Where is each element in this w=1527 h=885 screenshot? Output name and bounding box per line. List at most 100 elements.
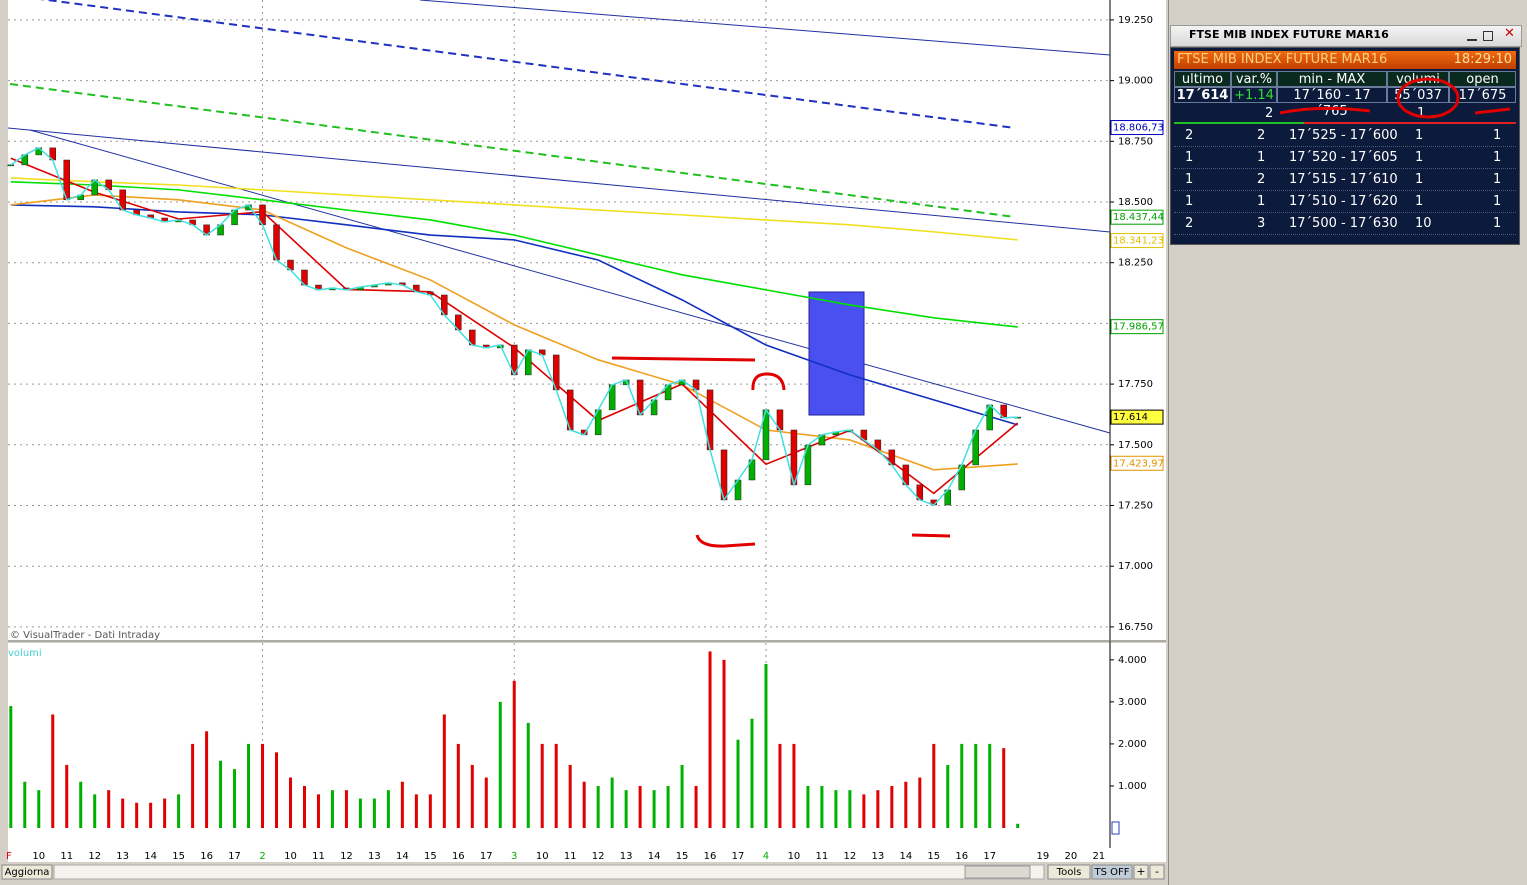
volume-bar	[596, 785, 600, 828]
x-tick-label: 13	[368, 851, 381, 862]
zoom-in-button[interactable]	[1133, 864, 1149, 880]
minimize-button[interactable]	[1467, 29, 1477, 41]
x-tick-label: 13	[871, 851, 884, 862]
volume-bar	[708, 651, 712, 828]
price-label: 17.986,57	[1113, 322, 1164, 333]
volume-bar	[876, 790, 880, 828]
volume-bar	[23, 781, 27, 828]
ts-button[interactable]	[1091, 864, 1133, 880]
volume-bar	[890, 785, 894, 828]
volume-bar	[540, 743, 544, 828]
x-tick-label: 17	[732, 851, 745, 862]
volume-bar	[330, 790, 334, 828]
price-label: 18.341,23	[1113, 236, 1164, 247]
volume-bar	[792, 743, 796, 828]
quote-value: 17´614	[1174, 87, 1231, 103]
x-tick-label: 11	[60, 851, 73, 862]
volume-bar	[470, 764, 474, 828]
volume-bar	[694, 785, 698, 828]
moving-average	[10, 181, 1018, 328]
volume-bar	[1002, 748, 1006, 828]
trend-line	[419, 0, 1111, 56]
quote-column: min - MAX	[1277, 71, 1387, 87]
quote-value: 17´675	[1449, 87, 1516, 103]
book-cell: 1	[1493, 172, 1502, 187]
book-cell: 1	[1185, 150, 1194, 165]
volume-bar	[191, 743, 195, 828]
trend-line	[29, 129, 1111, 434]
volume-bar	[988, 743, 992, 828]
x-tick-label: 10	[536, 851, 549, 862]
volume-bar	[93, 794, 97, 828]
x-tick-label: 12	[844, 851, 857, 862]
volume-bar	[1016, 823, 1020, 828]
volume-bar	[79, 781, 83, 828]
quote-value: +1.14	[1231, 87, 1277, 103]
quote-header: FTSE MIB INDEX FUTURE MAR16 18:29:10	[1174, 51, 1516, 69]
x-tick-label: 15	[676, 851, 689, 862]
zoom-in-label: +	[1136, 865, 1145, 878]
zoom-out-button[interactable]	[1149, 864, 1165, 880]
quote-value: 55´037	[1387, 87, 1449, 103]
x-tick-label: 11	[564, 851, 577, 862]
volume-bar	[722, 659, 726, 828]
volume-bar	[107, 790, 111, 828]
volume-bar	[526, 722, 530, 828]
volume-bar	[806, 785, 810, 828]
annotation	[911, 533, 951, 538]
book-cell: 1	[1493, 194, 1502, 209]
x-tick-label: 11	[312, 851, 325, 862]
x-tick-label: 3	[511, 851, 517, 862]
volume-bar	[400, 781, 404, 828]
volume-bar	[960, 743, 964, 828]
y-tick-label: 17.500	[1118, 440, 1153, 451]
x-tick-label: 2	[259, 851, 265, 862]
book-cell: 3	[1257, 216, 1266, 231]
volume-bar	[261, 743, 265, 828]
volume-bar	[820, 785, 824, 828]
volume-bar	[582, 781, 586, 828]
volume-bar	[163, 798, 167, 828]
volume-bar	[386, 790, 390, 828]
refresh-button[interactable]	[1, 864, 53, 880]
volume-bar	[554, 743, 558, 828]
y-tick-label: 17.000	[1118, 561, 1153, 572]
book-cell: 1	[1415, 150, 1424, 165]
refresh-label: Aggiorna	[5, 867, 50, 878]
x-tick-label: 12	[592, 851, 605, 862]
maximize-button[interactable]	[1483, 31, 1493, 41]
tools-button[interactable]	[1047, 864, 1091, 880]
ask-bar	[1304, 122, 1516, 124]
price-label-box	[1110, 120, 1164, 136]
volume-bar	[344, 790, 348, 828]
candle	[7, 164, 15, 167]
volume-bar	[498, 701, 502, 828]
volume-bar	[65, 764, 69, 828]
scrollbar[interactable]	[53, 864, 1045, 880]
price-label: 18.806,73	[1113, 123, 1164, 134]
x-tick-label: 11	[816, 851, 829, 862]
zoom-out-label: -	[1155, 865, 1159, 878]
highlight-box	[808, 291, 865, 416]
scroll-thumb[interactable]	[964, 865, 1031, 879]
volume-bar	[149, 802, 153, 828]
x-tick-label: 21	[1092, 851, 1105, 862]
book-divider	[1174, 190, 1516, 191]
volume-bar	[51, 714, 55, 828]
close-line	[10, 146, 1018, 506]
volume-bar	[624, 790, 628, 828]
quote-time: 18:29:10	[1453, 52, 1512, 67]
volume-bar	[428, 794, 432, 828]
y-tick-label: 18.750	[1118, 136, 1153, 147]
close-button[interactable]: ✕	[1504, 26, 1515, 41]
markup-overlay	[1279, 77, 1511, 119]
volume-bar	[946, 764, 950, 828]
x-tick-label: 16	[955, 851, 968, 862]
chart: © VisualTrader - Dati Intraday volumi Ag…	[1, 0, 1166, 880]
x-tick-label: F	[6, 851, 12, 862]
book-divider	[1174, 168, 1516, 169]
book-cell: 1	[1493, 216, 1502, 231]
book-cell: 1	[1493, 150, 1502, 165]
volume-bar	[778, 743, 782, 828]
